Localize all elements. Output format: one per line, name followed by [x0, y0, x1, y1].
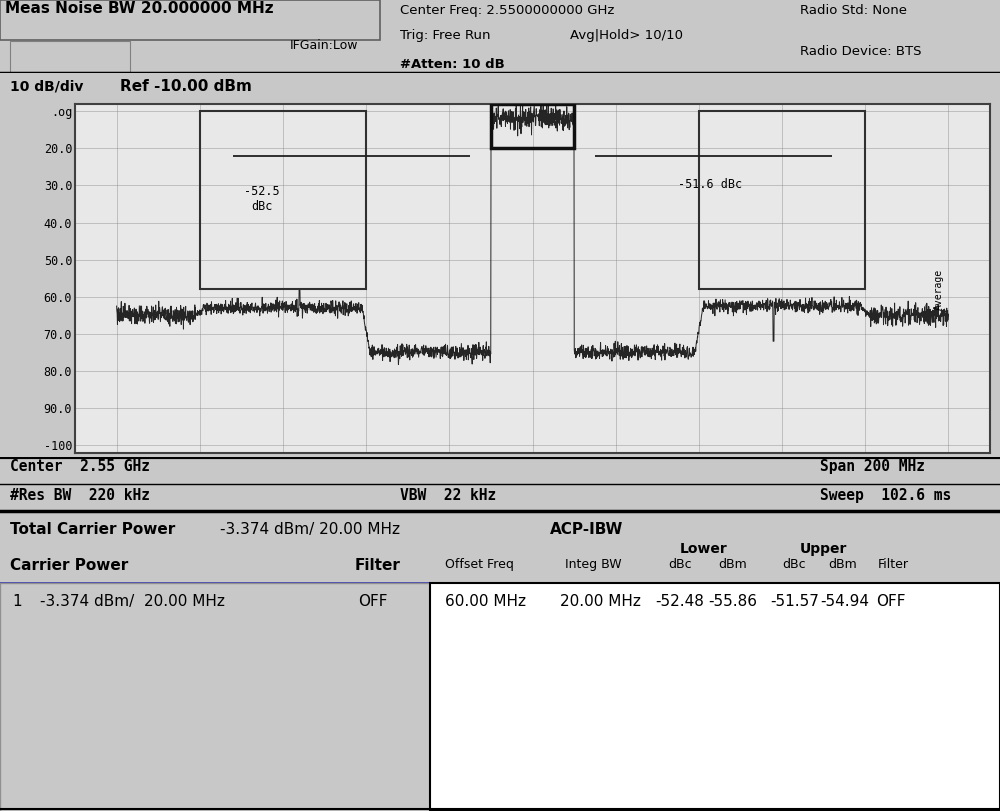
FancyBboxPatch shape — [10, 41, 130, 72]
Text: dBm: dBm — [718, 558, 747, 571]
Text: Trig: Free Run: Trig: Free Run — [400, 29, 490, 42]
Text: #Res BW  220 kHz: #Res BW 220 kHz — [10, 488, 150, 503]
Text: -52.48: -52.48 — [655, 594, 704, 609]
Text: 1: 1 — [12, 594, 22, 609]
Text: IFGain:Low: IFGain:Low — [290, 39, 358, 52]
Text: Center  2.55 GHz: Center 2.55 GHz — [10, 459, 150, 474]
Text: -54.94: -54.94 — [820, 594, 869, 609]
Text: Span 200 MHz: Span 200 MHz — [820, 459, 925, 474]
Text: #Atten: 10 dB: #Atten: 10 dB — [400, 58, 505, 71]
Text: Radio Device: BTS: Radio Device: BTS — [800, 45, 922, 58]
Text: dBc: dBc — [782, 558, 806, 571]
Text: Avg|Hold> 10/10: Avg|Hold> 10/10 — [570, 29, 683, 42]
Text: -55.86: -55.86 — [708, 594, 757, 609]
Text: Lower: Lower — [680, 543, 728, 556]
Text: 60.00 MHz: 60.00 MHz — [445, 594, 526, 609]
Text: -51.6 dBc: -51.6 dBc — [678, 178, 742, 191]
Text: dBm: dBm — [828, 558, 857, 571]
Text: Carrier Power: Carrier Power — [10, 558, 128, 573]
Text: -52.5
dBc: -52.5 dBc — [244, 186, 280, 213]
Text: OFF: OFF — [876, 594, 906, 609]
Text: -3.374 dBm/  20.00 MHz: -3.374 dBm/ 20.00 MHz — [40, 594, 225, 609]
Text: ACP-IBW: ACP-IBW — [550, 522, 623, 537]
Text: 10 dB/div: 10 dB/div — [10, 79, 83, 94]
Text: Integ BW: Integ BW — [565, 558, 622, 571]
Text: Average: Average — [934, 268, 944, 310]
Text: Upper: Upper — [800, 543, 847, 556]
Bar — [699, 111, 865, 290]
Text: Center Freq: 2.5500000000 GHz: Center Freq: 2.5500000000 GHz — [400, 3, 614, 17]
Text: -3.374 dBm/ 20.00 MHz: -3.374 dBm/ 20.00 MHz — [220, 522, 400, 537]
FancyBboxPatch shape — [0, 583, 430, 811]
FancyBboxPatch shape — [0, 0, 380, 40]
Text: Total Carrier Power: Total Carrier Power — [10, 522, 175, 537]
Text: VBW  22 kHz: VBW 22 kHz — [400, 488, 496, 503]
Bar — [200, 111, 366, 290]
Text: Ref -10.00 dBm: Ref -10.00 dBm — [120, 79, 252, 94]
Text: Sweep  102.6 ms: Sweep 102.6 ms — [820, 488, 951, 503]
FancyBboxPatch shape — [430, 583, 1000, 811]
Text: OFF: OFF — [358, 594, 388, 609]
Text: -51.57: -51.57 — [770, 594, 819, 609]
Text: Filter: Filter — [878, 558, 909, 571]
Text: Offset Freq: Offset Freq — [445, 558, 514, 571]
Text: Meas Noise BW 20.000000 MHz: Meas Noise BW 20.000000 MHz — [5, 2, 274, 16]
Text: dBc: dBc — [668, 558, 692, 571]
Bar — [491, 104, 574, 148]
Text: 20.00 MHz: 20.00 MHz — [560, 594, 641, 609]
Text: Radio Std: None: Radio Std: None — [800, 3, 907, 17]
Text: Filter: Filter — [355, 558, 401, 573]
